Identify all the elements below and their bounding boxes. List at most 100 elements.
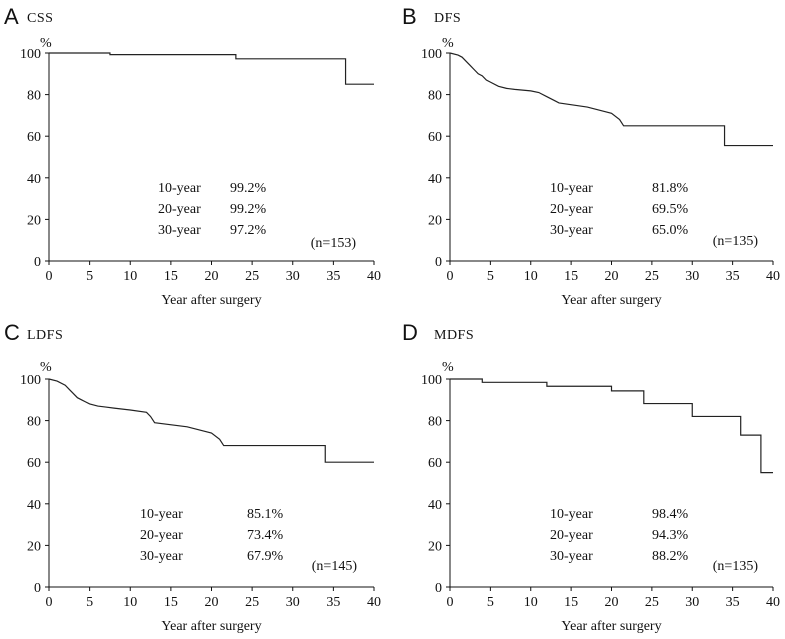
x-tick-label: 35 (326, 595, 340, 610)
y-tick-label: 0 (435, 255, 442, 270)
y-tick-label: 100 (421, 47, 442, 62)
y-tick-label: 60 (428, 456, 442, 471)
rate-value: 94.3% (652, 528, 689, 543)
x-tick-label: 25 (245, 595, 259, 610)
y-axis-label: % (40, 36, 52, 51)
x-tick-label: 5 (86, 595, 93, 610)
x-tick-label: 15 (564, 595, 578, 610)
y-tick-label: 80 (27, 415, 41, 430)
x-tick-label: 10 (524, 595, 538, 610)
rate-label: 30-year (140, 549, 183, 564)
rate-value: 97.2% (230, 223, 267, 238)
rate-label: 10-year (550, 507, 593, 522)
x-axis-label: Year after surgery (561, 619, 661, 634)
x-tick-label: 0 (46, 269, 53, 284)
rate-label: 30-year (550, 549, 593, 564)
y-tick-label: 100 (421, 373, 442, 388)
x-tick-label: 20 (205, 595, 219, 610)
km-chart-dfs: 0 20 40 60 80 100 0 5 10 15 20 25 30 35 40% Year after … (421, 36, 780, 308)
rate-label: 10-year (550, 181, 593, 196)
x-tick-label: 30 (286, 595, 300, 610)
rate-label: 20-year (550, 202, 593, 217)
y-tick-label: 60 (428, 130, 442, 145)
x-tick-label: 15 (164, 269, 178, 284)
y-tick-label: 60 (27, 456, 41, 471)
y-tick-label: 100 (20, 47, 41, 62)
x-tick-label: 0 (46, 595, 53, 610)
x-tick-label: 35 (726, 269, 740, 284)
sample-size: (n=135) (713, 234, 759, 249)
y-tick-label: 0 (34, 581, 41, 596)
y-tick-label: 20 (428, 213, 442, 228)
panel-dfs: B DFS 0 20 40 60 80 100 0 5 10 15 20 25 30 35 40% Year … (400, 0, 785, 319)
x-tick-label: 40 (766, 269, 780, 284)
panel-letter: D (402, 320, 418, 345)
x-axis-label: Year after surgery (161, 619, 261, 634)
rate-value: 85.1% (247, 507, 284, 522)
y-tick-label: 80 (428, 89, 442, 104)
rate-value: 69.5% (652, 202, 689, 217)
y-axis-label: % (442, 36, 454, 51)
rate-label: 20-year (550, 528, 593, 543)
rate-label: 10-year (140, 507, 183, 522)
sample-size: (n=135) (713, 559, 759, 574)
y-tick-label: 40 (27, 172, 41, 187)
y-tick-label: 40 (27, 498, 41, 513)
y-tick-label: 40 (428, 172, 442, 187)
km-chart-css: 0 20 40 60 80 100 0 5 10 15 20 25 30 35 40% Year after … (20, 36, 381, 308)
y-axis-label: % (40, 360, 52, 375)
y-tick-label: 0 (34, 255, 41, 270)
x-tick-label: 40 (367, 595, 381, 610)
x-tick-label: 10 (123, 595, 137, 610)
x-tick-label: 25 (245, 269, 259, 284)
panel-mdfs: D MDFS 0 20 40 60 80 100 0 5 10 15 20 25 30 35 40% Year… (400, 320, 785, 639)
x-tick-label: 25 (645, 595, 659, 610)
y-tick-label: 60 (27, 130, 41, 145)
rate-label: 20-year (158, 202, 201, 217)
panel-title: LDFS (27, 328, 64, 343)
y-tick-label: 20 (27, 213, 41, 228)
y-tick-label: 20 (428, 539, 442, 554)
x-tick-label: 0 (447, 595, 454, 610)
rate-label: 30-year (550, 223, 593, 238)
x-tick-label: 10 (524, 269, 538, 284)
survival-curve (49, 52, 374, 85)
x-tick-label: 30 (685, 269, 699, 284)
x-tick-label: 35 (726, 595, 740, 610)
y-axis-label: % (442, 360, 454, 375)
x-tick-label: 0 (447, 269, 454, 284)
y-tick-label: 100 (20, 373, 41, 388)
km-chart-mdfs: 0 20 40 60 80 100 0 5 10 15 20 25 30 35 40% Year after … (421, 360, 780, 634)
y-tick-label: 80 (428, 415, 442, 430)
rate-value: 67.9% (247, 549, 284, 564)
rate-value: 99.2% (230, 181, 267, 196)
x-tick-label: 30 (685, 595, 699, 610)
panel-title: MDFS (434, 328, 475, 343)
x-tick-label: 30 (286, 269, 300, 284)
panel-letter: A (4, 4, 19, 29)
rate-value: 98.4% (652, 507, 689, 522)
rate-label: 30-year (158, 223, 201, 238)
panel-title: DFS (434, 11, 462, 26)
x-tick-label: 40 (367, 269, 381, 284)
x-axis-label: Year after surgery (561, 293, 661, 308)
rate-value: 99.2% (230, 202, 267, 217)
panel-ldfs: C LDFS 0 20 40 60 80 100 0 5 10 15 20 25 30 35 40% Year… (0, 320, 392, 639)
x-tick-label: 20 (205, 269, 219, 284)
rate-value: 73.4% (247, 528, 284, 543)
x-tick-label: 35 (326, 269, 340, 284)
x-tick-label: 5 (86, 269, 93, 284)
x-tick-label: 20 (605, 595, 619, 610)
rate-label: 20-year (140, 528, 183, 543)
y-tick-label: 80 (27, 89, 41, 104)
panel-letter: C (4, 320, 20, 345)
x-tick-label: 10 (123, 269, 137, 284)
rate-value: 65.0% (652, 223, 689, 238)
sample-size: (n=153) (311, 236, 357, 251)
rate-value: 88.2% (652, 549, 689, 564)
x-tick-label: 40 (766, 595, 780, 610)
y-tick-label: 40 (428, 498, 442, 513)
sample-size: (n=145) (312, 559, 358, 574)
x-tick-label: 25 (645, 269, 659, 284)
survival-curve (48, 378, 374, 463)
